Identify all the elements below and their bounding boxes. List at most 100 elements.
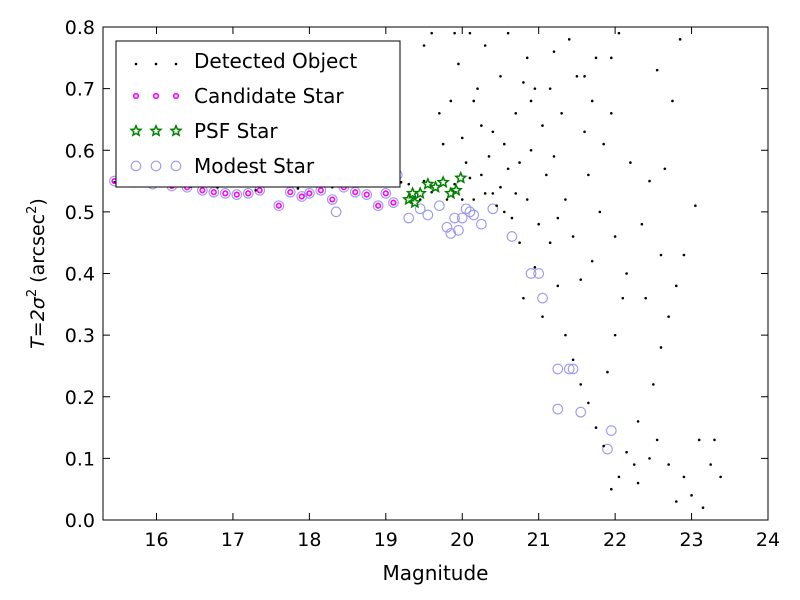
detected-object-point <box>514 192 518 195</box>
y-axis-label-text: T=2σ2 (arcsec2) <box>25 198 49 349</box>
detected-object-point <box>556 216 560 220</box>
detected-object-point <box>632 463 636 466</box>
detected-object-point <box>690 494 693 497</box>
detected-object-point <box>694 204 697 208</box>
detected-object-point <box>468 176 472 180</box>
detected-object-point <box>652 383 655 386</box>
psf-star-point <box>443 186 458 200</box>
legend-marker-detected-object <box>174 62 178 66</box>
detected-object-point <box>713 438 716 442</box>
candidate-star-point <box>199 187 206 194</box>
detected-object-point <box>545 173 548 177</box>
detected-object-point <box>525 56 529 60</box>
y-axis-label: T=2σ2 (arcsec2) <box>25 198 49 349</box>
detected-object-point <box>671 99 674 103</box>
modest-star-point <box>476 218 487 230</box>
y-tick-label: 0.6 <box>65 140 95 162</box>
detected-object-point <box>659 346 663 349</box>
candidate-star-point <box>287 189 294 196</box>
modest-star-point <box>414 203 426 215</box>
axis-ticks: 16 17 18 19 20 21 22 23 24 0.0 0.1 0.2 0.3 0.4 0.5 0.6 0… <box>65 17 780 551</box>
psf-star-point <box>453 170 468 184</box>
detected-object-point <box>697 438 701 442</box>
legend-marker-candidate-star <box>172 92 180 100</box>
detected-object-point <box>529 148 533 152</box>
detected-object-point <box>719 475 722 479</box>
modest-star-point <box>231 189 243 200</box>
detected-object-point <box>407 182 411 186</box>
detected-object-point <box>648 179 651 183</box>
detected-object-point <box>556 284 560 288</box>
modest-star-point <box>464 206 476 218</box>
legend-marker-psf-star <box>149 123 163 137</box>
candidate-star-point <box>390 199 397 206</box>
detected-object-point <box>667 463 670 466</box>
x-tick-label: 23 <box>679 529 703 551</box>
detected-object-point <box>510 216 514 220</box>
detected-object-point <box>583 75 586 78</box>
y-axis-label-part: 2 <box>25 289 40 297</box>
detected-object-point <box>625 272 628 275</box>
psf-star-point <box>421 176 435 190</box>
legend-marker-detected-object <box>134 62 138 66</box>
detected-object-point <box>648 457 651 460</box>
modest-star-point <box>552 403 564 415</box>
legend-marker-modest-star <box>170 160 182 172</box>
detected-object-point <box>610 111 613 115</box>
detected-object-point <box>667 315 670 318</box>
detected-object-point <box>575 75 579 78</box>
modest-star-point <box>242 188 254 199</box>
detected-object-point <box>583 130 586 134</box>
detected-object-point <box>491 130 495 134</box>
legend-box <box>115 40 401 188</box>
modest-star-point <box>567 363 579 375</box>
detected-object-point <box>606 370 609 374</box>
x-tick-label: 22 <box>603 529 627 551</box>
detected-object-point <box>506 167 510 171</box>
detected-object-point <box>522 81 525 84</box>
detected-object-point <box>541 315 544 318</box>
candidate-star-point <box>317 187 324 194</box>
detected-object-point <box>541 124 544 127</box>
detected-object-point <box>560 111 563 115</box>
modest-star-point <box>208 186 220 198</box>
y-axis-label-part: T <box>27 336 49 349</box>
detected-object-point <box>480 124 483 127</box>
y-tick-label: 0.8 <box>65 17 95 39</box>
x-tick-label: 16 <box>144 529 168 551</box>
y-tick-label: 0.4 <box>65 264 95 286</box>
detected-object-point <box>514 111 518 115</box>
detected-object-point <box>464 161 468 164</box>
detected-object-point <box>422 44 426 47</box>
y-tick-label: 0.3 <box>65 325 95 347</box>
modest-star-point <box>468 209 480 221</box>
detected-object-point <box>594 56 598 60</box>
detected-object-point <box>590 259 594 263</box>
candidate-star-point <box>363 191 370 198</box>
detected-object-point <box>518 241 521 244</box>
detected-object-point <box>598 210 602 214</box>
modest-star-point <box>552 363 564 375</box>
detected-object-point <box>564 333 567 337</box>
detected-object-point <box>659 253 663 257</box>
detected-object-point <box>709 463 712 466</box>
y-tick-label: 0.5 <box>65 202 95 224</box>
detected-object-point <box>587 173 590 177</box>
modest-star-point <box>445 228 457 239</box>
detected-object-point <box>518 161 521 164</box>
candidate-star-point <box>382 190 389 197</box>
legend-label-modest-star: Modest Star <box>194 154 315 178</box>
y-axis-label-part: ) <box>27 198 49 205</box>
candidate-star-point <box>329 196 336 203</box>
x-axis-label: Magnitude <box>383 561 489 585</box>
modest-star-point <box>304 188 315 199</box>
detected-object-point <box>449 99 453 103</box>
detected-object-point <box>418 198 422 201</box>
modest-star-point <box>219 188 231 199</box>
legend-label-psf-star: PSF Star <box>194 119 278 143</box>
detected-object-point <box>460 198 464 201</box>
detected-object-point <box>533 87 537 90</box>
detected-object-point <box>613 333 617 337</box>
detected-object-point <box>445 198 449 201</box>
candidate-star-point <box>210 189 217 196</box>
